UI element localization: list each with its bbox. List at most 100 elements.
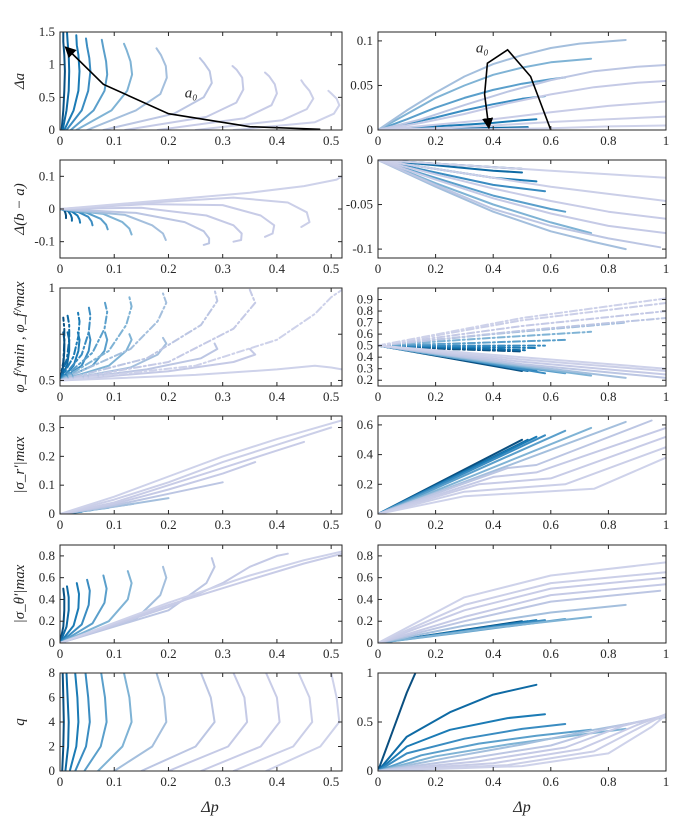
x-tick-label: 1 bbox=[663, 261, 670, 276]
series-line-s11 bbox=[60, 426, 333, 514]
series-group bbox=[60, 419, 342, 514]
x-tick-label: 0 bbox=[57, 774, 64, 789]
x-tick-label: 0.4 bbox=[269, 133, 286, 148]
x-tick-label: 0.2 bbox=[427, 389, 443, 404]
series-line-s5-max bbox=[60, 301, 109, 382]
x-tick-label: 0.2 bbox=[160, 261, 176, 276]
x-tick-label: 0.8 bbox=[600, 261, 616, 276]
x-tick-label: 0.4 bbox=[485, 646, 502, 661]
axes-box bbox=[377, 159, 667, 259]
axes-box bbox=[59, 544, 343, 644]
y-tick-label: 0 bbox=[49, 635, 56, 650]
series-line-s8-max bbox=[378, 317, 666, 347]
series-line-s9 bbox=[378, 80, 666, 130]
series-line-s5-min bbox=[60, 331, 109, 382]
series-line-s9 bbox=[378, 426, 666, 514]
y-axis-label: |σ_θ'|max bbox=[12, 564, 28, 623]
series-line-s11-min bbox=[378, 344, 666, 370]
series-line-s12 bbox=[378, 160, 666, 179]
series-line-s11 bbox=[378, 571, 666, 643]
series-line-s7 bbox=[60, 208, 167, 241]
series-line-s5 bbox=[378, 76, 567, 130]
panel-row5-left: 0 0.1 0.2 0.3 0.4 0.5 0 0.2 0.4 0.6 0.8 |σ_θ'|max bbox=[12, 544, 343, 661]
x-tick-label: 0.1 bbox=[106, 517, 122, 532]
y-axis-label: |σ_r'|max bbox=[12, 436, 28, 494]
series-line-s2 bbox=[378, 683, 538, 771]
series-line-s5 bbox=[83, 673, 108, 771]
x-tick-label: 0 bbox=[375, 774, 382, 789]
y-tick-label: 0.8 bbox=[39, 548, 55, 563]
series-line-s8 bbox=[60, 208, 211, 246]
x-tick-label: 0.8 bbox=[600, 133, 616, 148]
series-line-s4 bbox=[378, 723, 567, 771]
x-tick-label: 0.8 bbox=[600, 774, 616, 789]
series-line-s3 bbox=[378, 713, 546, 771]
series-line-s7 bbox=[60, 565, 168, 643]
y-tick-label: 0.6 bbox=[357, 417, 374, 432]
series-line-s10 bbox=[200, 673, 281, 771]
series-line-s1 bbox=[60, 32, 66, 130]
panel-row1-left: a₀ 0 0.1 0.2 0.3 0.4 0.5 0 0.5 1 1.5 Δa bbox=[12, 24, 343, 148]
y-tick-label: 0.2 bbox=[39, 448, 55, 463]
y-tick-label: 0.1 bbox=[39, 477, 55, 492]
x-tick-label: 0.2 bbox=[427, 774, 443, 789]
x-tick-label: 0.4 bbox=[269, 646, 286, 661]
x-tick-label: 0.4 bbox=[269, 389, 286, 404]
y-tick-label: -0.1 bbox=[34, 234, 55, 249]
series-line-s10 bbox=[378, 435, 666, 514]
y-tick-label: 0 bbox=[367, 635, 374, 650]
x-tick-label: 0 bbox=[375, 389, 382, 404]
series-line-s10 bbox=[156, 71, 278, 130]
x-tick-label: 0.2 bbox=[160, 774, 176, 789]
series-line-s9-max bbox=[60, 288, 257, 382]
x-tick-label: 0.5 bbox=[323, 774, 339, 789]
y-tick-label: 0 bbox=[367, 122, 374, 137]
y-tick-label: 0.05 bbox=[350, 77, 373, 92]
x-tick-label: 0.2 bbox=[427, 517, 443, 532]
y-tick-label: 0.4 bbox=[357, 447, 374, 462]
series-line-s3 bbox=[63, 34, 81, 130]
series-line-s10 bbox=[378, 100, 666, 130]
series-line-s2 bbox=[61, 32, 71, 130]
series-line-s7 bbox=[378, 39, 627, 130]
series-line-s9 bbox=[60, 552, 289, 643]
series-line-s12 bbox=[378, 714, 666, 771]
series-line-s11-max bbox=[378, 297, 666, 347]
series-line-s9 bbox=[378, 714, 666, 771]
x-tick-label: 0.6 bbox=[543, 389, 560, 404]
x-tick-label: 0.4 bbox=[485, 133, 502, 148]
x-tick-label: 0.2 bbox=[160, 646, 176, 661]
y-tick-label: 6 bbox=[49, 690, 56, 705]
series-line-s9 bbox=[124, 65, 245, 130]
series-line-s8-min bbox=[60, 342, 219, 382]
x-tick-label: 0 bbox=[57, 389, 64, 404]
series-line-s11 bbox=[194, 79, 315, 130]
series-line-s3-max bbox=[378, 344, 538, 349]
x-tick-label: 0.2 bbox=[160, 389, 176, 404]
y-tick-label: 0 bbox=[49, 201, 56, 216]
y-axis-label: Δa bbox=[12, 73, 28, 90]
series-line-s11 bbox=[60, 196, 311, 228]
x-tick-label: 0.3 bbox=[215, 133, 231, 148]
y-tick-label: 0.6 bbox=[357, 326, 374, 341]
y-tick-label: 8 bbox=[49, 665, 56, 680]
series-line-s9 bbox=[167, 673, 249, 771]
x-axis-label-left: Δp bbox=[200, 799, 218, 816]
series-line-s4 bbox=[60, 578, 91, 643]
series-line-s9-max bbox=[378, 310, 666, 347]
series-line-s8 bbox=[60, 557, 216, 643]
series-line-s4 bbox=[74, 673, 91, 771]
x-tick-label: 0 bbox=[375, 646, 382, 661]
x-tick-label: 0.6 bbox=[543, 133, 560, 148]
panel-row3-left: 0 0.1 0.2 0.3 0.4 0.5 0.5 1 φ_f^min , φ_f^max bbox=[12, 280, 343, 404]
x-tick-label: 0.4 bbox=[485, 517, 502, 532]
y-tick-label: 1 bbox=[49, 280, 56, 295]
axes-box bbox=[377, 287, 667, 387]
panel-row6-right: 0 0.2 0.4 0.6 0.8 1 0 0.5 1 bbox=[357, 665, 670, 789]
y-tick-label: 0.4 bbox=[39, 591, 56, 606]
x-tick-label: 0.4 bbox=[269, 517, 286, 532]
x-tick-label: 0.6 bbox=[543, 517, 560, 532]
y-tick-label: 1.5 bbox=[39, 24, 55, 39]
series-line-s3 bbox=[68, 673, 80, 771]
